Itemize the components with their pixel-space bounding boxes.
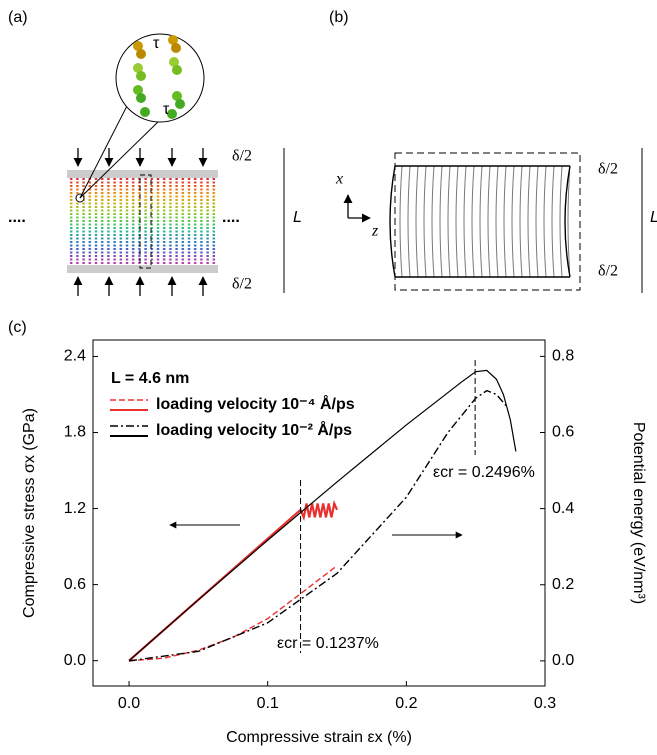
- panel-label: (a): [8, 9, 28, 26]
- zoom-line: [79, 119, 161, 199]
- y-tick-label: 2.4: [64, 348, 86, 365]
- axes-glyph: [343, 194, 371, 223]
- plate: [67, 265, 218, 273]
- buckled-chains: [398, 166, 570, 277]
- annotation: L = 4.6 nm: [111, 370, 189, 387]
- plate: [67, 170, 218, 178]
- atoms: [133, 35, 185, 119]
- y2-tick-label: 0.4: [552, 500, 574, 517]
- y-tick-label: 1.8: [64, 424, 86, 441]
- y-tick-label: 0.0: [64, 652, 86, 669]
- selection-box: [139, 174, 152, 269]
- y-tick-label: 0.6: [64, 576, 86, 593]
- critical-label: εcr = 0.1237%: [277, 635, 379, 652]
- series-line: [128, 389, 507, 662]
- y2-tick-label: 0.6: [552, 424, 574, 441]
- panel-label: (b): [329, 9, 349, 26]
- critical-label: εcr = 0.2496%: [433, 464, 535, 481]
- half-label: δ/2: [232, 148, 252, 165]
- length-label: L: [650, 209, 657, 226]
- half-label: δ/2: [598, 161, 618, 178]
- plot-area: [128, 369, 517, 662]
- ellipsis: ....: [8, 209, 26, 226]
- initial-box: [394, 152, 581, 291]
- length-label: L: [293, 209, 302, 226]
- x-axis-title: Compressive strain εx (%): [226, 729, 412, 746]
- half-label: δ/2: [598, 263, 618, 280]
- axis-glyph-label: z: [371, 223, 379, 240]
- panel-label: (c): [8, 319, 27, 336]
- x-tick-label: 0.2: [395, 695, 417, 712]
- legend-label: loading velocity 10⁻⁴ Å/ps: [156, 394, 355, 413]
- half-label: δ/2: [232, 276, 252, 293]
- boundary: [389, 165, 571, 278]
- plot-frame: [92, 339, 546, 687]
- legend-label: loading velocity 10⁻² Å/ps: [156, 420, 352, 439]
- x-tick-label: 0.0: [118, 695, 140, 712]
- series-line: [128, 565, 338, 662]
- zoom-line: [79, 99, 131, 199]
- axis-glyph-label: x: [335, 171, 343, 188]
- zoom-circle: [115, 33, 205, 123]
- y2-tick-label: 0.8: [552, 348, 574, 365]
- atom-chains: [67, 178, 218, 265]
- load-arrows: [73, 148, 208, 296]
- x-tick-label: 0.1: [257, 695, 279, 712]
- x-tick-label: 0.3: [534, 695, 556, 712]
- y2-tick-label: 0.0: [552, 652, 574, 669]
- shear-label: τ: [163, 101, 170, 118]
- y2-tick-label: 0.2: [552, 576, 574, 593]
- y2-axis-title: Potential energy (eV/nm³): [630, 422, 647, 604]
- ellipsis: ....: [222, 209, 240, 226]
- y-tick-label: 1.2: [64, 500, 86, 517]
- y-axis-title: Compressive stress σx (GPa): [21, 408, 38, 618]
- series-line: [128, 499, 339, 662]
- shear-label: τ: [153, 35, 160, 52]
- series-line: [128, 369, 517, 662]
